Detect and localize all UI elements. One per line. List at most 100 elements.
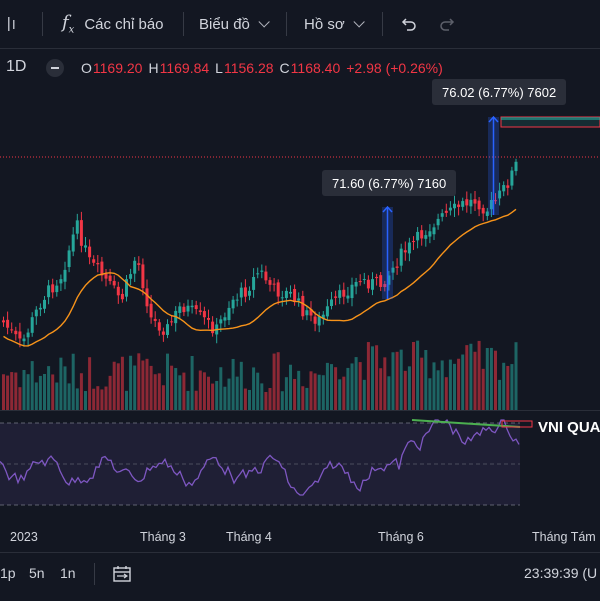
volume-bar [494, 350, 497, 410]
candle-body [157, 322, 161, 331]
volume-bar [375, 345, 379, 410]
indicators-button[interactable]: fx Các chỉ báo [62, 0, 164, 48]
measure-tool-1[interactable] [382, 205, 393, 299]
volume-bar [473, 351, 477, 410]
open-label: O [81, 60, 92, 76]
candle-body [71, 234, 75, 252]
candle-body [166, 324, 169, 335]
volume-bar [18, 387, 22, 410]
volume-bar [416, 340, 420, 410]
volume-bar [514, 342, 518, 410]
candle-body [75, 220, 79, 234]
volume-bar [239, 361, 243, 410]
range-button-1n[interactable]: 1n [60, 565, 76, 581]
candle-body [125, 279, 128, 297]
candle-body [47, 285, 51, 298]
rsi-indicator-label: VNI QUA [538, 419, 600, 436]
volume-bar [112, 361, 116, 410]
volume-bar [354, 357, 358, 410]
volume-bar [338, 379, 342, 410]
candle-body [141, 264, 145, 289]
candle-body [88, 246, 92, 258]
volume-bar [170, 365, 174, 410]
candle-body [448, 207, 452, 211]
range-button-5n[interactable]: 5n [29, 565, 45, 581]
candle-body [38, 307, 42, 310]
volume-bar [342, 376, 346, 410]
candle-body [272, 283, 276, 285]
volume-bar [67, 383, 71, 410]
profile-button[interactable]: Hồ sơ [304, 0, 365, 48]
x-axis-label: Tháng 4 [226, 530, 272, 544]
volume-bar [276, 352, 280, 410]
price-chart[interactable] [0, 0, 600, 552]
redo-button[interactable] [438, 0, 458, 48]
volume-bar [428, 378, 432, 410]
candle-body [153, 318, 157, 321]
toolbar-divider [42, 12, 43, 36]
candle-body [317, 316, 321, 326]
function-fx-icon: fx [62, 12, 75, 36]
candle-body [43, 299, 46, 309]
candle-body [284, 290, 288, 299]
volume-bar [63, 366, 67, 410]
volume-bar [481, 368, 485, 410]
candle-body [428, 231, 432, 237]
candle-body [354, 281, 358, 287]
volume-bar [231, 358, 235, 410]
candle-body [420, 230, 424, 239]
volume-bar [301, 386, 305, 410]
candle-body [325, 306, 329, 317]
range-button-1p[interactable]: 1p [0, 565, 16, 581]
candle-body [514, 161, 518, 172]
pane-separator[interactable] [0, 410, 600, 411]
candle-body [362, 279, 366, 281]
volume-bar [395, 351, 399, 410]
bottom-toolbar: 1p 5n 1n 23:39:39 (U [0, 552, 600, 601]
candle-body [379, 275, 383, 287]
volume-bar [444, 377, 448, 410]
volume-bar [309, 371, 313, 410]
drag-handle-icon[interactable] [4, 0, 18, 48]
candle-body [407, 242, 411, 254]
collapse-legend-icon[interactable] [46, 59, 64, 77]
candle-body [6, 319, 10, 328]
volume-bar [510, 364, 514, 410]
candle-body [67, 250, 71, 268]
volume-bar [26, 374, 30, 410]
date-range-button[interactable] [112, 564, 132, 589]
candle-body [63, 269, 67, 282]
undo-button[interactable] [398, 0, 418, 48]
volume-bar [166, 353, 169, 410]
candle-body [239, 287, 243, 298]
candle-body [149, 303, 153, 318]
volume-bar [293, 378, 297, 410]
clock-label[interactable]: 23:39:39 (U [524, 565, 598, 581]
grip-icon [8, 17, 15, 31]
top-toolbar: fx Các chỉ báo Biểu đồ Hồ sơ [0, 0, 600, 49]
candle-body [342, 289, 346, 297]
volume-bar [317, 374, 321, 410]
candle-body [297, 298, 301, 301]
volume-bar [362, 379, 366, 410]
candle-body [469, 199, 473, 207]
bottom-divider [94, 563, 95, 585]
volume-bar [149, 365, 153, 410]
volume-bar [407, 366, 411, 410]
candle-body [26, 332, 30, 338]
volume-bar [272, 353, 276, 410]
measure-tool-2[interactable] [488, 115, 499, 215]
volume-bar [436, 370, 440, 410]
low-value: 1156.28 [223, 60, 274, 76]
candle-body [268, 280, 272, 285]
candle-body [223, 317, 227, 321]
candle-body [477, 200, 481, 210]
volume-bar [30, 361, 34, 410]
volume-bar [120, 356, 124, 410]
candle-body [334, 296, 338, 298]
volume-bar [289, 364, 292, 410]
chart-button[interactable]: Biểu đồ [199, 0, 270, 48]
candle-body [403, 250, 407, 253]
timeframe-label[interactable]: 1D [6, 58, 27, 75]
volume-bar [366, 342, 370, 410]
